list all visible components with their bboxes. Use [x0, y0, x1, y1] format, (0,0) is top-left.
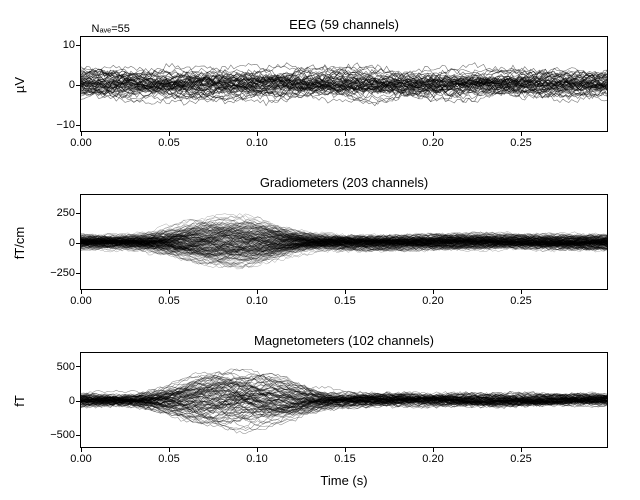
panel-grad: Gradiometers (203 channels)fT/cm−2500250… [80, 194, 608, 290]
xtick-label: 0.00 [70, 131, 91, 149]
xtick-label: 0.00 [70, 447, 91, 465]
traces-mag [81, 353, 607, 447]
ytick-label: 0 [69, 237, 81, 249]
panel-eeg: EEG (59 channels)Nₐᵥₑ=55µV−100100.000.05… [80, 36, 608, 132]
xtick-label: 0.05 [158, 131, 179, 149]
xtick-label: 0.15 [334, 447, 355, 465]
xtick-label: 0.25 [510, 289, 531, 307]
ytick-label: 0 [69, 395, 81, 407]
ylabel-mag: fT [12, 395, 27, 407]
ytick-label: −250 [50, 267, 81, 279]
xtick-label: 0.10 [246, 289, 267, 307]
traces-eeg [81, 37, 607, 131]
xtick-label: 0.05 [158, 447, 179, 465]
n-ave-annotation: Nₐᵥₑ=55 [92, 23, 130, 35]
ytick-label: 500 [57, 361, 81, 373]
xtick-label: 0.20 [422, 131, 443, 149]
xtick-label: 0.25 [510, 447, 531, 465]
ytick-label: 0 [69, 79, 81, 91]
xlabel: Time (s) [81, 473, 607, 488]
xtick-label: 0.10 [246, 447, 267, 465]
xtick-label: 0.15 [334, 131, 355, 149]
panel-title-eeg: EEG (59 channels) [81, 17, 607, 32]
ylabel-eeg: µV [12, 77, 27, 93]
ylabel-grad: fT/cm [12, 227, 27, 260]
panel-title-mag: Magnetometers (102 channels) [81, 333, 607, 348]
figure-root: EEG (59 channels)Nₐᵥₑ=55 µV −10 0 10 0.00 0.05… [0, 0, 640, 500]
xtick-label: 0.15 [334, 289, 355, 307]
traces-grad [81, 195, 607, 289]
ytick-label: 10 [63, 39, 81, 51]
xtick-label: 0.20 [422, 447, 443, 465]
xtick-label: 0.10 [246, 131, 267, 149]
ytick-label: −500 [50, 429, 81, 441]
xtick-label: 0.20 [422, 289, 443, 307]
panel-title-grad: Gradiometers (203 channels) [81, 175, 607, 190]
ytick-label: 250 [57, 207, 81, 219]
ytick-label: −10 [56, 119, 81, 131]
xtick-label: 0.00 [70, 289, 91, 307]
xtick-label: 0.05 [158, 289, 179, 307]
panel-mag: Magnetometers (102 channels)fT−50005000.… [80, 352, 608, 448]
xtick-label: 0.25 [510, 131, 531, 149]
